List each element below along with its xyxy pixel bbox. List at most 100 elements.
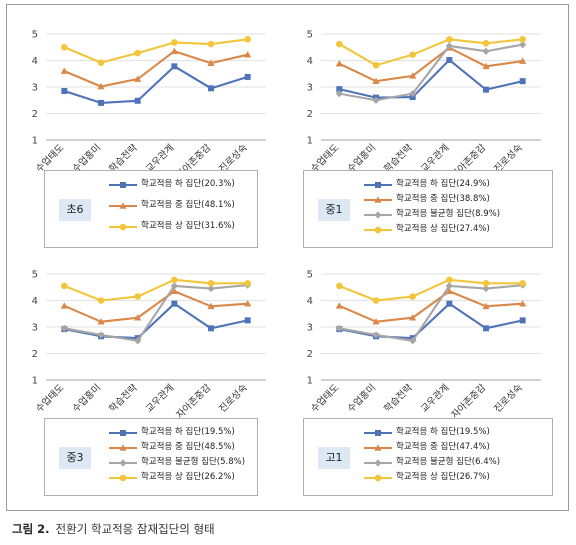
series-line-중 — [63, 50, 248, 88]
legend-marker — [119, 459, 127, 467]
data-point-상 — [446, 276, 453, 284]
legend-item-하: 학교적응 하 집단(19.5%) — [107, 427, 282, 439]
data-point-상 — [519, 279, 526, 287]
legend-label: 학교적응 중 집단(38.8%) — [396, 194, 490, 204]
figure-caption: 그림 2. 전환기 학교적응 잠재집단의 형태 — [12, 521, 215, 537]
series-line-하 — [64, 302, 248, 340]
legend-label: 학교적응 하 집단(19.5%) — [396, 427, 490, 437]
data-point-하 — [336, 86, 343, 93]
data-point-상 — [519, 36, 526, 43]
y-tick-label: 2 — [307, 349, 313, 360]
y-tick-label: 4 — [307, 56, 313, 67]
legend-item-상: 학교적응 상 집단(27.4%) — [362, 224, 537, 236]
legend-item-불균형: 학교적응 불균형 집단(5.8%) — [107, 457, 282, 469]
data-point-하 — [244, 317, 251, 324]
legend-swatch-중 — [109, 202, 137, 209]
data-point-하 — [134, 97, 141, 104]
legend-label: 학교적응 하 집단(20.3%) — [141, 179, 235, 189]
data-point-상 — [372, 297, 380, 304]
y-tick-label: 5 — [32, 270, 38, 281]
data-point-상 — [244, 279, 251, 287]
y-tick-label: 2 — [32, 109, 38, 120]
data-point-상 — [482, 39, 490, 47]
y-tick-label: 2 — [32, 349, 38, 360]
data-point-불균형 — [482, 284, 490, 293]
series-line-하 — [64, 65, 248, 104]
data-point-중 — [207, 59, 215, 66]
data-point-상 — [97, 59, 105, 66]
series-line-중 — [338, 290, 523, 323]
data-point-중 — [97, 82, 105, 90]
legend-marker — [374, 196, 382, 203]
data-point-하 — [519, 317, 526, 324]
data-point-상 — [409, 51, 416, 58]
data-point-하 — [208, 325, 214, 332]
legend-label: 학교적응 중 집단(48.1%) — [141, 200, 235, 210]
legend-swatch-불균형 — [364, 211, 392, 219]
data-point-상 — [372, 61, 380, 69]
data-point-하 — [519, 78, 526, 85]
y-tick-label: 5 — [307, 270, 313, 281]
series-line-불균형 — [339, 284, 523, 342]
y-tick-label: 4 — [32, 56, 38, 67]
data-point-상 — [336, 40, 343, 48]
chart-panel-중3: 1 2 3 4 5 수업태도 수업흥미 학습전략 교우관계 자아존중감 진로성숙 — [16, 256, 278, 421]
legend-item-상: 학교적응 상 집단(31.6%) — [107, 221, 282, 233]
data-point-중 — [335, 302, 343, 309]
legend-marker — [374, 211, 382, 219]
data-point-상 — [409, 293, 416, 300]
series-line-상 — [338, 278, 523, 302]
legend-swatch-상 — [109, 474, 137, 482]
series-line-불균형 — [64, 284, 248, 342]
panel-tag: 초6 — [59, 199, 91, 221]
legend-item-중: 학교적응 중 집단(48.5%) — [107, 442, 282, 454]
data-point-중 — [482, 302, 490, 310]
chart-panel-고1: 1 2 3 4 5 수업태도 수업흥미 학습전략 교우관계 자아존중감 진로성숙 — [291, 256, 553, 421]
series-line-상 — [338, 38, 523, 67]
data-point-중 — [445, 287, 453, 295]
legend-swatch-상 — [364, 226, 392, 234]
data-point-상 — [134, 293, 141, 300]
legend-label: 학교적응 상 집단(26.7%) — [396, 472, 490, 482]
data-point-중 — [97, 318, 105, 325]
legend-swatch-중 — [364, 196, 392, 203]
legend-swatch-중 — [364, 444, 392, 451]
legend-swatch-상 — [109, 223, 137, 231]
data-point-중 — [60, 302, 68, 309]
y-tick-label: 3 — [307, 323, 313, 334]
y-tick-label: 1 — [307, 376, 313, 387]
y-tick-label: 5 — [307, 30, 313, 41]
y-tick-label: 4 — [32, 296, 38, 307]
legend-item-하: 학교적응 하 집단(19.5%) — [362, 427, 537, 439]
data-point-상 — [482, 279, 490, 287]
data-point-중 — [244, 51, 252, 58]
data-point-상 — [171, 39, 178, 46]
legend-label: 학교적응 하 집단(24.9%) — [396, 179, 490, 189]
legend-swatch-하 — [109, 430, 137, 436]
legend-swatch-불균형 — [364, 459, 392, 467]
legend-item-불균형: 학교적응 불균형 집단(6.4%) — [362, 457, 537, 469]
legend-swatch-하 — [109, 182, 137, 188]
legend-marker — [119, 202, 127, 209]
data-point-중 — [519, 57, 527, 64]
data-point-중 — [170, 47, 178, 55]
figure-frame — [6, 4, 569, 511]
series-line-불균형 — [339, 43, 523, 102]
legend-label: 학교적응 상 집단(26.2%) — [141, 472, 235, 482]
legend-label: 학교적응 불균형 집단(5.8%) — [141, 457, 246, 467]
legend-marker — [374, 474, 382, 482]
data-point-하 — [446, 56, 453, 63]
legend-item-하: 학교적응 하 집단(20.3%) — [107, 179, 282, 191]
panel-tag: 고1 — [318, 447, 350, 469]
y-tick-label: 2 — [307, 109, 313, 120]
legend-label: 학교적응 상 집단(27.4%) — [396, 224, 490, 234]
caption-text: 전환기 학교적응 잠재집단의 형태 — [55, 522, 215, 536]
legend-swatch-하 — [364, 182, 392, 188]
data-point-하 — [483, 86, 489, 93]
series-line-하 — [339, 302, 523, 340]
data-point-상 — [244, 36, 251, 43]
data-point-하 — [446, 300, 453, 307]
